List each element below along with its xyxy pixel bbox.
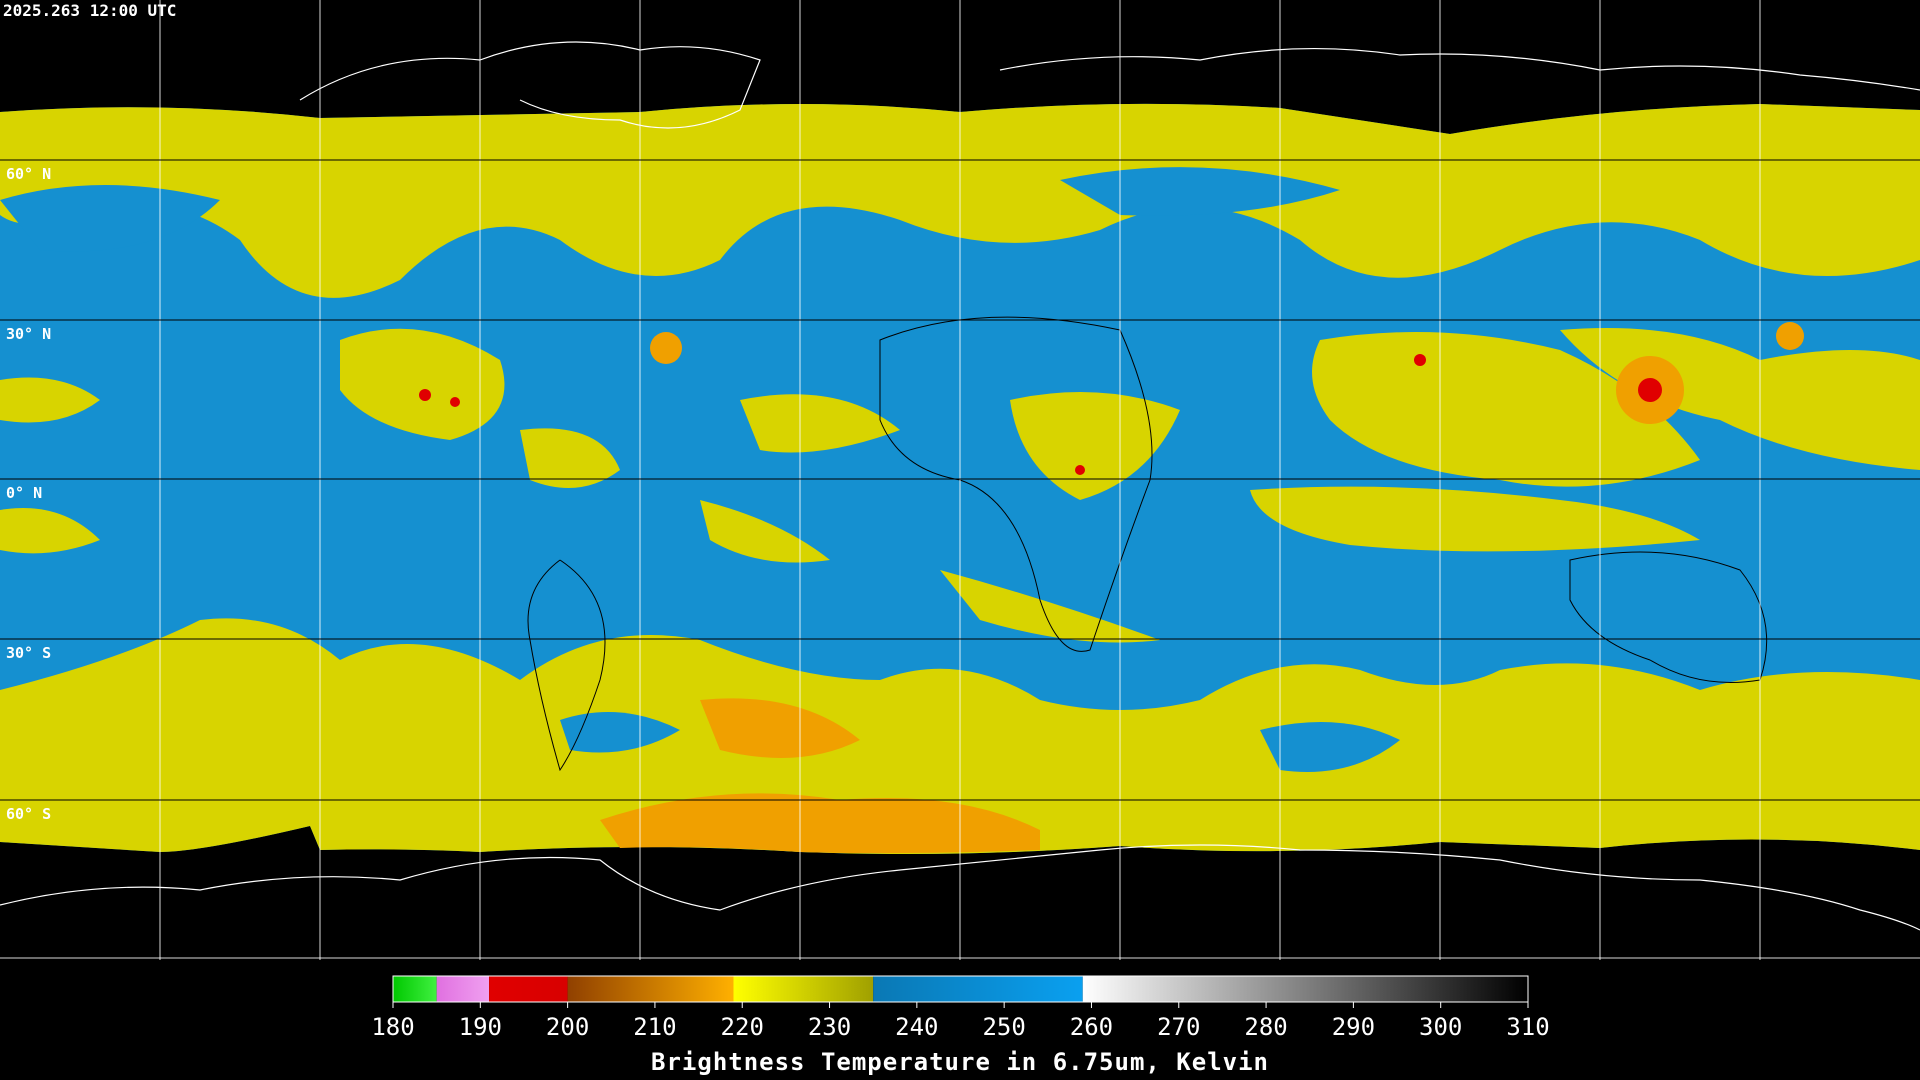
cloud-band [940, 570, 1160, 643]
coastline [999, 48, 1920, 91]
colorbar-tick-label: 260 [1070, 1013, 1113, 1041]
colorbar-tick-label: 220 [721, 1013, 764, 1041]
cloud-band [0, 508, 100, 554]
coastline [1569, 551, 1768, 683]
colorbar-segment [1082, 976, 1528, 1002]
latitude-label: 30° S [6, 644, 51, 662]
colorbar-label: Brightness Temperature in 6.75um, Kelvin [651, 1048, 1269, 1076]
coastline [299, 41, 761, 129]
storm-core [419, 389, 431, 401]
cloud-band [340, 328, 505, 440]
cloud-band [1250, 486, 1700, 552]
colorbar-frame [392, 975, 1529, 1003]
colorbar-tick-label: 280 [1244, 1013, 1287, 1041]
colorbar-tick-label: 300 [1419, 1013, 1462, 1041]
clear-sky-region [0, 185, 220, 252]
clear-sky-region [1260, 722, 1400, 772]
colorbar: 180 190 200 210 220 230 240 250 260 270 280 290 300 3… [371, 975, 1550, 1041]
cloud-band [1010, 392, 1180, 500]
colorbar-segment [393, 976, 437, 1002]
clear-sky-region [1060, 167, 1340, 216]
colorbar-tick-label: 190 [459, 1013, 502, 1041]
cloud-band [740, 394, 900, 453]
latitude-label: 30° N [6, 325, 51, 343]
colorbar-tick-label: 250 [982, 1013, 1025, 1041]
colorbar-segment [733, 976, 874, 1002]
colorbar-tick-label: 310 [1506, 1013, 1549, 1041]
storm [650, 332, 682, 364]
latitude-label: 60° N [6, 165, 51, 183]
storm [1776, 322, 1804, 350]
clear-sky-region [560, 712, 680, 753]
latitude-label: 60° S [6, 805, 51, 823]
coastline [527, 559, 606, 772]
colorbar-tick-label: 290 [1332, 1013, 1375, 1041]
colorbar-segment [873, 976, 1083, 1002]
colorbar-tick-label: 230 [808, 1013, 851, 1041]
cloud-band [1312, 332, 1700, 487]
storm-core [1414, 354, 1426, 366]
latitude-label: 0° N [6, 484, 42, 502]
colorbar-segment [436, 976, 490, 1002]
colorbar-tick-label: 240 [895, 1013, 938, 1041]
coastline [0, 844, 1920, 931]
cold-cloud-region [700, 698, 860, 758]
cloud-band [520, 428, 620, 488]
storm-core [1075, 465, 1085, 475]
colorbar-tick-label: 210 [633, 1013, 676, 1041]
storm-core [450, 397, 460, 407]
cold-cloud-region [600, 793, 1040, 854]
cloud-band [0, 377, 100, 423]
cloud-band [700, 500, 830, 563]
storm-core [1638, 378, 1662, 402]
graticule [0, 0, 1920, 960]
colorbar-tick-label: 270 [1157, 1013, 1200, 1041]
colorbar-tick-label: 200 [546, 1013, 589, 1041]
colorbar-segment [489, 976, 568, 1002]
colorbar-segment [567, 976, 734, 1002]
timestamp: 2025.263 12:00 UTC [3, 1, 176, 20]
colorbar-tick-label: 180 [371, 1013, 414, 1041]
